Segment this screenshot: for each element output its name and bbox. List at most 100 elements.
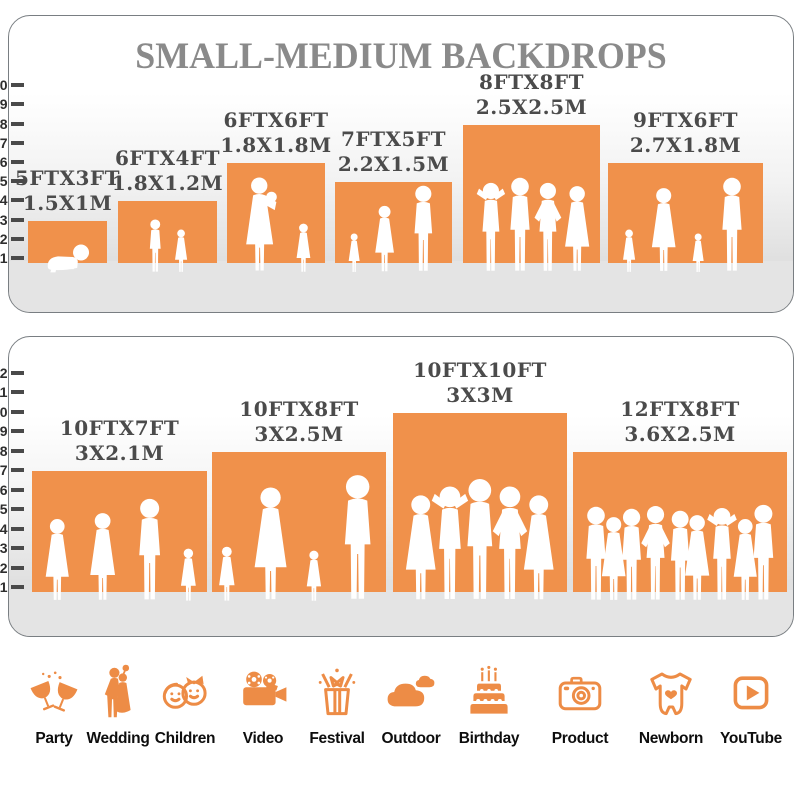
y-axis-tick-label: 11 [0, 384, 8, 400]
backdrop-bar [118, 201, 217, 272]
youtube-icon [721, 662, 781, 722]
y-axis-tick-mark [11, 468, 24, 472]
y-axis-tick-label: 8 [0, 442, 8, 459]
girl-silhouette [307, 550, 322, 601]
category-outdoor: Outdoor [363, 662, 459, 748]
girl-silhouette [623, 229, 636, 272]
category-label: Product [551, 730, 609, 747]
y-axis-tick-mark [11, 429, 24, 433]
y-axis-tick-mark [11, 526, 24, 531]
backdrop-size-label: 6FTX6FT 1.8X1.8M [146, 108, 406, 158]
y-axis-tick-label: 1 [0, 579, 8, 595]
backdrop-size-label: 7FTX5FT 2.2X1.5M [264, 127, 524, 177]
girl-silhouette [175, 229, 188, 272]
category-festival: Festival [289, 662, 385, 748]
y-axis-tick-mark [11, 390, 24, 394]
backdrop-size-label: 10FTX10FT 3X3M [350, 358, 610, 408]
people-silhouettes [335, 185, 452, 273]
panel-small-medium-top: SMALL-MEDIUM BACKDROPS 5FTX3FT 1.5X1M 6FTX… [0, 15, 794, 313]
woman-silhouette [564, 186, 589, 271]
y-axis-tick-label: 3 [0, 211, 8, 228]
boy-silhouette [149, 219, 161, 272]
y-axis-tick-label: 1 [0, 250, 8, 266]
size-meters-text: 1.8X1.8M [220, 133, 332, 157]
size-meters-text: 2.5X2.5M [475, 94, 588, 119]
panel-small-medium-bottom: 10FTX7FT 3X2.1M 10FTX8FT 3X2.5M 10FTX10FT 3X3… [0, 336, 794, 637]
woman-silhouette [254, 487, 287, 600]
woman-holding-baby-silhouette [245, 177, 277, 271]
people-silhouettes [32, 498, 207, 602]
category-label: Wedding [86, 730, 150, 747]
people-silhouettes [118, 219, 217, 273]
woman-silhouette [45, 519, 69, 600]
people-silhouettes [227, 175, 325, 273]
size-meters-text: 3X2.1M [74, 441, 165, 465]
y-axis-tick-label: 7 [0, 134, 8, 151]
man-silhouette [139, 498, 160, 600]
woman-silhouette [652, 188, 676, 271]
y-axis-tick-label: 7 [0, 462, 8, 478]
backdrop-size-label: 10FTX8FT 3X2.5M [169, 397, 429, 447]
party-icon [24, 662, 84, 722]
video-icon [233, 662, 293, 722]
category-wedding: Wedding [70, 662, 166, 748]
y-axis-tick: 5 [0, 173, 24, 190]
category-label: Newborn [638, 730, 704, 747]
category-product: Product [532, 662, 628, 748]
y-axis-tick-mark [11, 140, 24, 145]
backdrop-size-label: 6FTX4FT 1.8X1.2M [38, 146, 298, 196]
size-meters-text: 3X3M [446, 382, 514, 407]
backdrop-size-label: 9FTX6FT 2.7X1.8M [556, 108, 794, 158]
backdrop-size-label: 12FTX8FT 3.6X2.5M [550, 397, 793, 447]
y-axis-tick-label: 10 [0, 403, 8, 420]
y-axis-tick-label: 6 [0, 154, 8, 170]
girl-silhouette [218, 546, 235, 601]
festival-icon [307, 662, 367, 722]
outdoor-icon [381, 662, 441, 722]
y-axis-tick-mark [11, 370, 24, 375]
size-meters-text: 1.8X1.2M [111, 171, 224, 196]
y-axis-tick-mark [11, 121, 24, 126]
size-feet-text: 9FTX6FT [632, 108, 738, 132]
people-silhouettes [573, 504, 787, 602]
category-birthday: Birthday [441, 662, 537, 748]
backdrop-bar [227, 163, 325, 272]
y-axis-tick-label: 10 [0, 77, 8, 94]
backdrop-bar [393, 412, 567, 600]
woman-silhouette [89, 513, 115, 600]
y-axis-tick-mark [11, 198, 24, 203]
y-axis-tick-label: 2 [0, 559, 8, 576]
y-axis-tick-label: 5 [0, 173, 8, 190]
people-silhouettes [393, 478, 567, 602]
category-label: Party [35, 730, 73, 747]
girl-silhouette [296, 223, 310, 272]
y-axis-tick-label: 4 [0, 192, 8, 209]
man-silhouette [414, 185, 433, 271]
y-axis-tick-label: 5 [0, 501, 8, 517]
girl-silhouette [692, 233, 704, 272]
backdrop-bar [573, 451, 787, 600]
size-feet-text: 10FTX8FT [239, 396, 359, 421]
y-axis-tick-mark [11, 448, 24, 453]
backdrop-size-label: 10FTX7FT 3X2.1M [9, 416, 250, 466]
children-icon [155, 662, 215, 722]
people-silhouettes [28, 241, 107, 273]
y-axis-tick-mark [11, 160, 24, 164]
y-axis-tick: 1 [0, 579, 24, 595]
panel-background: 10FTX7FT 3X2.1M 10FTX8FT 3X2.5M 10FTX10FT 3X3… [8, 336, 794, 637]
category-label: Video [242, 730, 284, 747]
size-feet-text: 10FTX10FT [413, 357, 547, 382]
y-axis-tick: 10 [0, 403, 24, 420]
size-meters-text: 2.2X1.5M [337, 152, 450, 177]
size-feet-text: 6FTX6FT [223, 108, 329, 132]
y-axis-tick-label: 6 [0, 481, 8, 498]
category-newborn: Newborn [623, 662, 719, 748]
category-party: Party [6, 662, 102, 748]
y-axis-tick: 12 [0, 365, 24, 381]
y-axis-tick: 3 [0, 540, 24, 556]
size-meters-text: 1.5X1M [22, 190, 113, 215]
y-axis-tick: 1 [0, 250, 24, 266]
category-row: Party Wedding Children Video Festival Ou… [0, 650, 800, 770]
y-axis-tick-mark [11, 179, 24, 184]
y-axis-tick-mark [11, 546, 24, 550]
